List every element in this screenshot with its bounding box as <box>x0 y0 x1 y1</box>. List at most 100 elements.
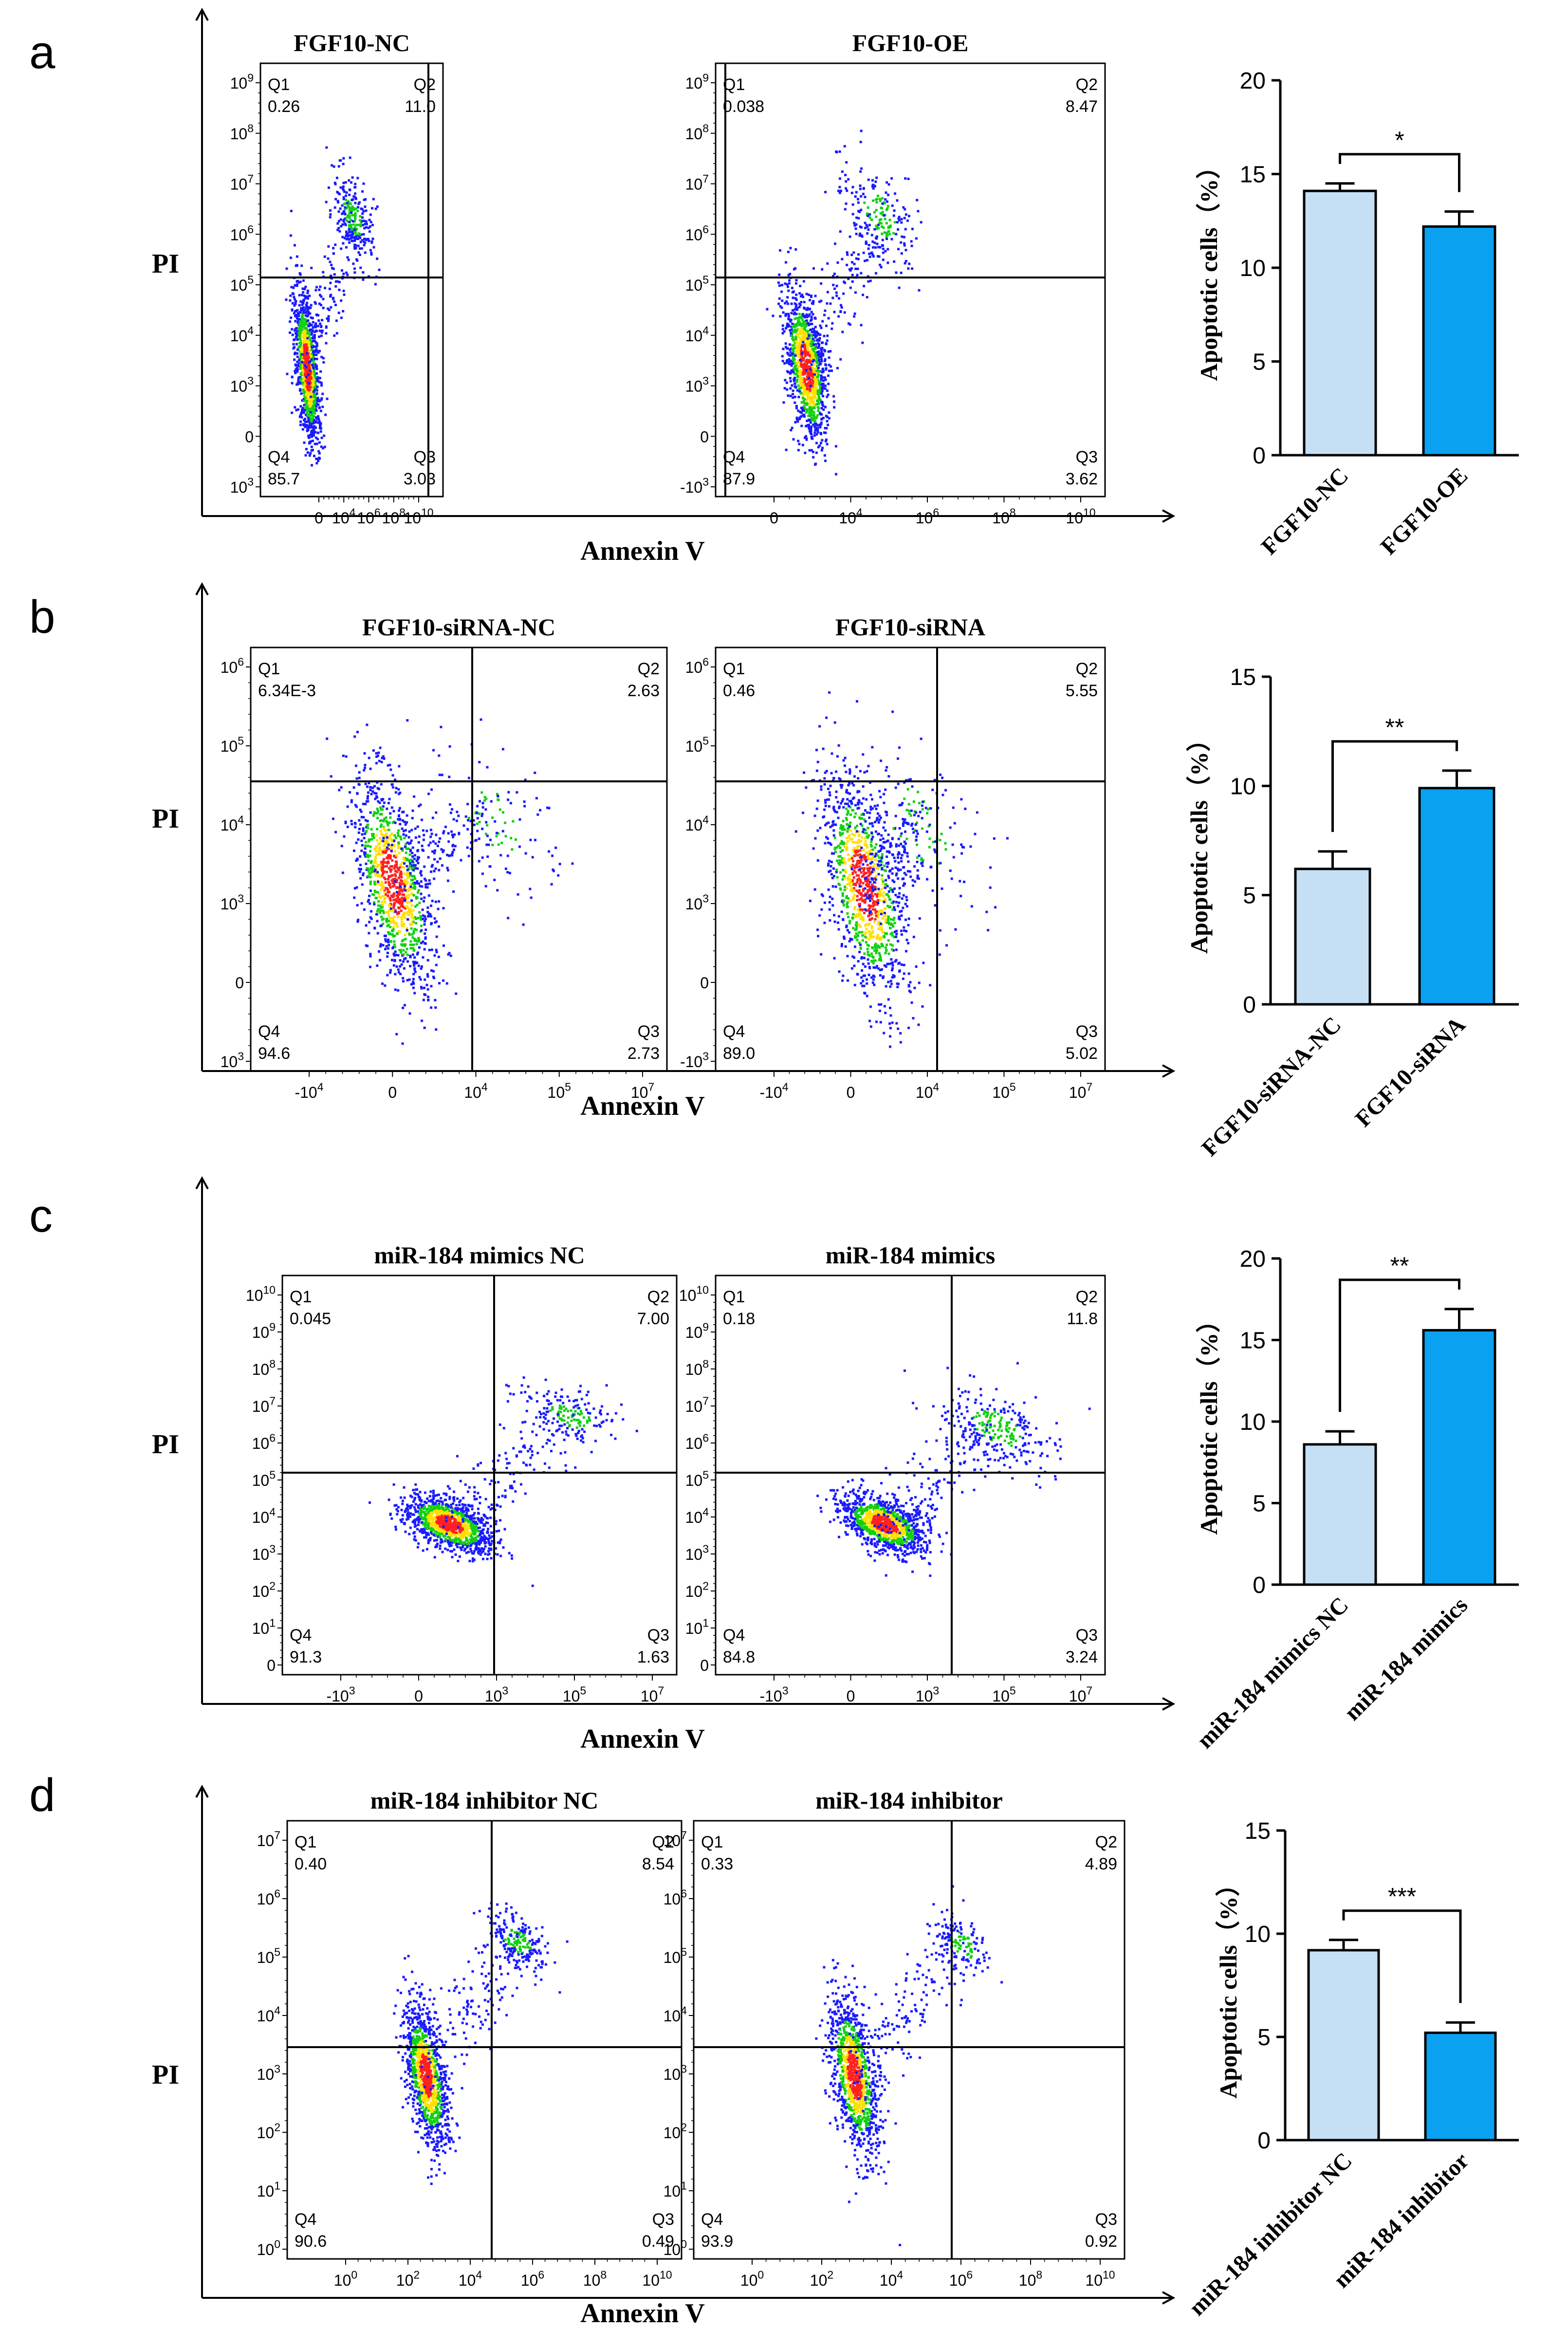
scatter-point <box>391 774 394 777</box>
scatter-point <box>791 352 794 355</box>
scatter-point <box>362 223 365 226</box>
scatter-point <box>302 302 305 305</box>
scatter-point <box>393 892 396 895</box>
scatter-point <box>777 302 780 305</box>
scatter-point <box>295 367 298 370</box>
scatter-point <box>806 409 809 412</box>
scatter-point <box>377 950 380 953</box>
scatter-point <box>411 860 414 863</box>
scatter-point <box>407 889 410 892</box>
scatter-point <box>813 345 816 348</box>
q2-label: Q2 <box>414 75 436 94</box>
scatter-point <box>895 948 898 951</box>
scatter-point <box>865 240 867 243</box>
scatter-point <box>301 328 304 331</box>
scatter-point <box>808 361 811 364</box>
scatter-point <box>433 954 436 957</box>
scatter-point <box>871 199 874 202</box>
scatter-point <box>850 253 853 256</box>
scatter-point <box>820 374 823 377</box>
scatter-point <box>372 749 375 752</box>
scatter-point <box>406 918 409 921</box>
scatter-point <box>318 425 321 427</box>
scatter-point <box>296 355 299 358</box>
scatter-point <box>304 351 307 354</box>
scatter-point <box>805 308 808 311</box>
scatter-point <box>801 371 804 374</box>
scatter-point <box>365 862 368 865</box>
scatter-point <box>818 337 821 340</box>
scatter-point <box>443 830 445 833</box>
scatter-point <box>894 221 897 224</box>
scatter-point <box>313 334 316 337</box>
scatter-point <box>411 809 414 812</box>
scatter-point <box>309 411 312 414</box>
scatter-point <box>892 214 895 217</box>
scatter-point <box>812 417 814 420</box>
scatter-point <box>835 284 838 287</box>
scatter-point <box>840 840 843 843</box>
scatter-point <box>486 834 489 837</box>
scatter-point <box>385 834 387 837</box>
scatter-point <box>896 221 899 223</box>
scatter-point <box>353 246 356 249</box>
scatter-point <box>355 228 358 231</box>
scatter-point <box>811 410 814 413</box>
scatter-point <box>852 849 855 851</box>
scatter-point <box>409 874 412 877</box>
scatter-point <box>320 334 323 337</box>
scatter-point <box>857 874 860 877</box>
q1-label: Q1 <box>268 75 290 94</box>
scatter-point <box>344 820 347 823</box>
scatter-point <box>806 358 809 361</box>
scatter-point <box>866 936 868 939</box>
scatter-point <box>413 857 416 860</box>
scatter-point <box>891 976 894 979</box>
scatter-point <box>813 385 816 388</box>
scatter-point <box>344 223 347 226</box>
scatter-point <box>806 347 809 350</box>
scatter-point <box>317 351 320 354</box>
scatter-point <box>371 207 374 210</box>
scatter-point <box>376 871 379 874</box>
scatter-point <box>863 285 866 288</box>
scatter-point <box>403 958 406 961</box>
scatter-point <box>810 395 812 398</box>
scatter-point <box>819 363 822 366</box>
scatter-point <box>360 815 363 818</box>
scatter-point <box>345 216 348 219</box>
scatter-point <box>546 806 549 809</box>
scatter-point <box>822 368 825 370</box>
scatter-point <box>367 791 369 794</box>
scatter-point <box>822 352 825 355</box>
scatter-point <box>821 403 824 406</box>
scatter-point <box>799 387 802 389</box>
scatter-point <box>318 335 321 338</box>
y-tick-label: -103 <box>680 476 709 496</box>
scatter-point <box>397 867 400 870</box>
scatter-point <box>415 896 418 899</box>
scatter-point <box>918 289 921 292</box>
scatter-point <box>294 301 297 304</box>
scatter-point <box>349 791 351 794</box>
scatter-point <box>297 376 300 379</box>
scatter-point <box>346 219 349 222</box>
scatter-point <box>802 341 805 344</box>
scatter-point <box>375 853 378 856</box>
scatter-point <box>358 870 361 873</box>
scatter-point <box>426 959 429 961</box>
scatter-point <box>368 921 371 924</box>
scatter-point <box>396 897 399 900</box>
scatter-point <box>409 964 412 967</box>
scatter-point <box>395 860 398 863</box>
scatter-point <box>320 304 323 307</box>
scatter-point <box>416 858 419 861</box>
scatter-point <box>319 285 322 288</box>
scatter-point <box>864 837 867 840</box>
scatter-point <box>815 399 818 402</box>
scatter-point <box>479 800 481 803</box>
scatter-point <box>887 921 890 924</box>
scatter-point <box>366 867 369 870</box>
scatter-point <box>810 342 812 345</box>
scatter-point <box>295 334 298 337</box>
